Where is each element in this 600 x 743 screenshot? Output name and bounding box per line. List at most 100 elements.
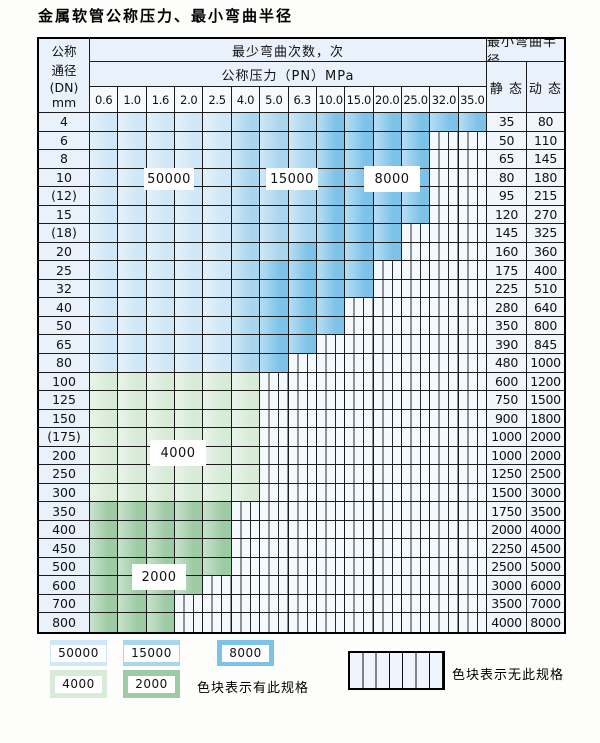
no-spec-cell: [458, 335, 487, 354]
bend-cycles-header: 最少弯曲次数，次: [90, 39, 487, 62]
spec-cell-8000: [345, 224, 374, 243]
legend-no-spec-swatch: [348, 651, 445, 690]
pn-column-header: 2.0: [175, 87, 204, 113]
static-radius-cell: 1750: [487, 502, 527, 521]
spec-cell-50000: [90, 205, 119, 225]
spec-cell-2000: [90, 576, 119, 595]
spec-cell-50000: [90, 261, 119, 280]
no-spec-cell: [458, 224, 487, 243]
no-spec-cell: [373, 594, 402, 614]
no-spec-cell: [430, 205, 459, 225]
spec-cell-15000: [231, 150, 261, 169]
spec-cell-50000: [90, 131, 119, 151]
legend-label-8000: 8000: [222, 644, 269, 662]
no-spec-cell: [458, 465, 487, 484]
spec-cell-4000: [203, 372, 232, 392]
no-spec-cell: [458, 242, 487, 262]
no-spec-cell: [430, 224, 459, 243]
spec-cell-8000: [345, 131, 374, 151]
spec-cell-2000: [203, 502, 232, 521]
no-spec-cell: [345, 428, 374, 447]
spec-cell-4000: [146, 409, 176, 429]
dynamic-radius-cell: 845: [527, 335, 564, 354]
spec-cell-2000: [175, 520, 204, 540]
spec-cell-50000: [146, 316, 176, 336]
no-spec-cell: [288, 409, 317, 429]
no-spec-cell: [430, 613, 459, 632]
static-radius-cell: 390: [487, 335, 527, 354]
no-spec-cell: [288, 557, 317, 577]
spec-cell-15000: [288, 131, 317, 151]
spec-cell-50000: [175, 261, 204, 280]
no-spec-cell: [373, 335, 402, 354]
no-spec-cell: [288, 594, 317, 614]
no-spec-cell: [430, 539, 459, 558]
spec-cell-50000: [175, 242, 204, 262]
no-spec-cell: [430, 168, 459, 188]
spec-cell-50000: [146, 150, 176, 169]
dn-cell: 125: [39, 391, 90, 410]
no-spec-cell: [458, 594, 487, 614]
spec-cell-50000: [175, 279, 204, 299]
no-spec-cell: [316, 465, 346, 484]
dn-header-line: (DN): [49, 79, 79, 95]
static-radius-cell: 3000: [487, 576, 527, 595]
no-spec-cell: [345, 576, 374, 595]
no-spec-cell: [430, 557, 459, 577]
no-spec-cell: [373, 279, 402, 299]
dynamic-radius-cell: 180: [527, 168, 564, 188]
spec-cell-50000: [175, 353, 204, 373]
static-radius-cell: 50: [487, 131, 527, 151]
dn-cell: 350: [39, 502, 90, 521]
spec-cell-50000: [146, 261, 176, 280]
dn-cell: 200: [39, 446, 90, 466]
no-spec-cell: [373, 576, 402, 595]
no-spec-cell: [401, 372, 431, 392]
spec-cell-50000: [90, 187, 119, 206]
spec-cell-2000: [118, 502, 147, 521]
spec-cell-50000: [146, 298, 176, 317]
pn-column-header: 1.6: [146, 87, 176, 113]
spec-cell-2000: [146, 613, 176, 632]
dn-cell: 65: [39, 335, 90, 354]
spec-cell-15000: [231, 353, 261, 373]
dn-cell: 50: [39, 316, 90, 336]
dn-header-line: 公称: [51, 44, 77, 60]
spec-cell-2000: [146, 594, 176, 614]
no-spec-cell: [373, 502, 402, 521]
spec-cell-15000: [231, 298, 261, 317]
dynamic-radius-cell: 8000: [527, 613, 564, 632]
region-label-8000: 8000: [364, 166, 420, 192]
spec-cell-2000: [90, 594, 119, 614]
no-spec-cell: [401, 428, 431, 447]
dynamic-radius-cell: 510: [527, 279, 564, 299]
legend-label-4000: 4000: [55, 675, 102, 693]
static-radius-cell: 2000: [487, 520, 527, 540]
spec-cell-50000: [118, 242, 147, 262]
dynamic-radius-cell: 400: [527, 261, 564, 280]
spec-cell-4000: [118, 483, 147, 503]
dynamic-radius-cell: 2500: [527, 465, 564, 484]
spec-cell-2000: [203, 557, 232, 577]
spec-cell-50000: [90, 298, 119, 317]
spec-cell-15000: [231, 261, 261, 280]
no-spec-cell: [430, 594, 459, 614]
no-spec-cell: [430, 409, 459, 429]
spec-cell-8000: [288, 261, 317, 280]
dn-cell: 700: [39, 594, 90, 614]
region-label-15000: 15000: [266, 168, 318, 190]
no-spec-cell: [260, 502, 289, 521]
no-spec-cell: [345, 483, 374, 503]
static-radius-cell: 1500: [487, 483, 527, 503]
no-spec-cell: [373, 353, 402, 373]
spec-cell-8000: [401, 205, 431, 225]
spec-cell-50000: [90, 335, 119, 354]
spec-cell-50000: [118, 316, 147, 336]
dn-header-line: mm: [51, 94, 77, 110]
no-spec-cell: [316, 428, 346, 447]
spec-cell-4000: [231, 409, 261, 429]
static-radius-cell: 120: [487, 205, 527, 225]
legend-block-2000: 2000: [123, 670, 180, 698]
dn-cell: 32: [39, 279, 90, 299]
spec-cell-50000: [146, 113, 176, 132]
